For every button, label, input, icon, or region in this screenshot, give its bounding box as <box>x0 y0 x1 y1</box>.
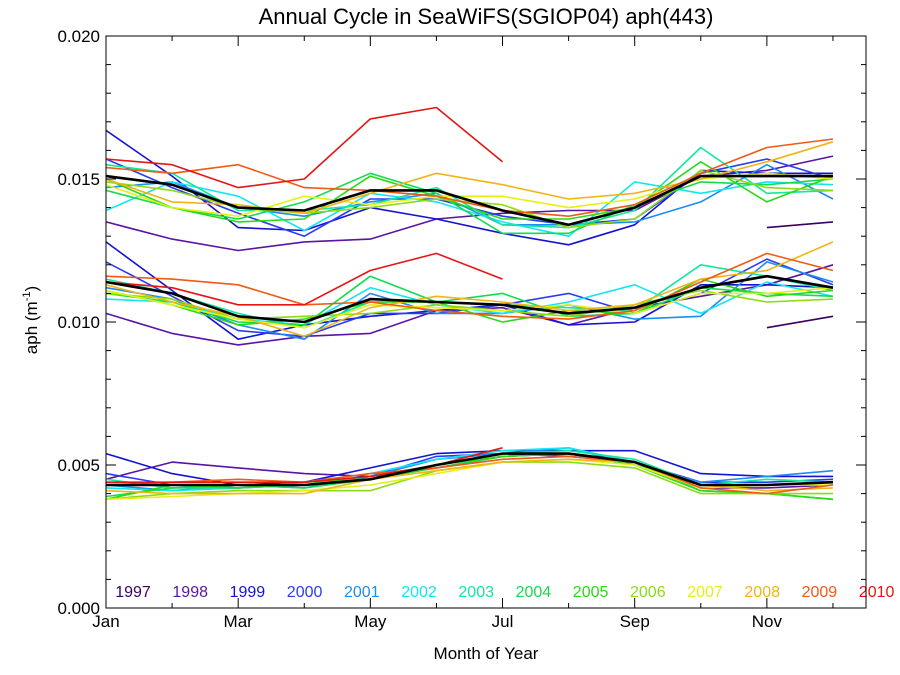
legend-label-2001: 2001 <box>344 584 380 601</box>
series-line-mean-middle <box>105 274 834 324</box>
legend-label-2000: 2000 <box>287 584 323 601</box>
x-tick-label: Sep <box>620 612 650 631</box>
legend-label-2005: 2005 <box>573 584 609 601</box>
series-line-2009-lower <box>105 455 834 495</box>
series-line-mean-lower <box>106 452 834 487</box>
legend-label-1997: 1997 <box>115 584 151 601</box>
legend-label-1998: 1998 <box>172 584 208 601</box>
series-line-2005-middle <box>105 278 834 326</box>
y-axis-label: aph (m-1) <box>21 286 41 354</box>
chart-title: Annual Cycle in SeaWiFS(SGIOP04) aph(443… <box>259 4 714 29</box>
legend-label-2004: 2004 <box>516 584 552 601</box>
legend-label-2003: 2003 <box>458 584 494 601</box>
series-line-2007-upper <box>105 172 834 217</box>
series-line-2009-middle <box>105 252 834 320</box>
legend-label-1999: 1999 <box>230 584 266 601</box>
series-line-1999-lower <box>105 449 833 486</box>
series-line-2007-middle <box>105 286 834 329</box>
series-line-2010-upper <box>105 106 504 189</box>
series-line-1997-upper <box>766 221 834 229</box>
y-tick-label: 0.005 <box>57 456 100 475</box>
legend: 1997 1998 1999 2000 2001 2002 2003 2004 2005 2006… <box>115 584 894 601</box>
series-line-1997-middle <box>766 315 834 329</box>
series-line-2004-upper <box>105 172 834 235</box>
series-line-1999-middle <box>105 241 834 341</box>
y-axis-label-base: aph (m <box>22 301 41 354</box>
x-tick-label: Mar <box>224 612 254 631</box>
legend-label-2010: 2010 <box>859 584 895 601</box>
series-line-2010-middle <box>105 252 503 306</box>
y-tick-label: 0.000 <box>57 599 100 618</box>
series-line-2004-middle <box>105 275 834 326</box>
y-tick-label: 0.015 <box>57 170 100 189</box>
series-line-1999-upper <box>105 129 833 246</box>
x-tick-label: Jan <box>92 612 119 631</box>
legend-label-2009: 2009 <box>802 584 838 601</box>
series-line-2005-lower <box>105 452 834 501</box>
x-tick-label: Jul <box>492 612 514 631</box>
series-layer <box>105 106 834 501</box>
x-tick-label: Nov <box>752 612 783 631</box>
series-line-2009-upper <box>105 138 834 217</box>
legend-label-2007: 2007 <box>687 584 723 601</box>
x-axis-label: Month of Year <box>434 644 539 663</box>
legend-label-2002: 2002 <box>401 584 437 601</box>
series-line-2002-upper <box>105 181 834 237</box>
axes: Jan Mar May Jul Sep Nov 0.000 0.005 0.010 0.015 0.… <box>57 27 867 631</box>
x-tick-label: May <box>354 612 387 631</box>
y-axis-label-close: ) <box>22 286 41 292</box>
y-tick-label: 0.020 <box>57 27 100 46</box>
series-line-2001-middle <box>105 261 834 341</box>
legend-label-2008: 2008 <box>744 584 780 601</box>
series-line-mean-upper <box>105 174 833 227</box>
legend-label-2006: 2006 <box>630 584 666 601</box>
y-axis-label-exponent: -1 <box>21 291 33 301</box>
y-tick-label: 0.010 <box>57 313 100 332</box>
series-line-2006-middle <box>105 289 834 320</box>
